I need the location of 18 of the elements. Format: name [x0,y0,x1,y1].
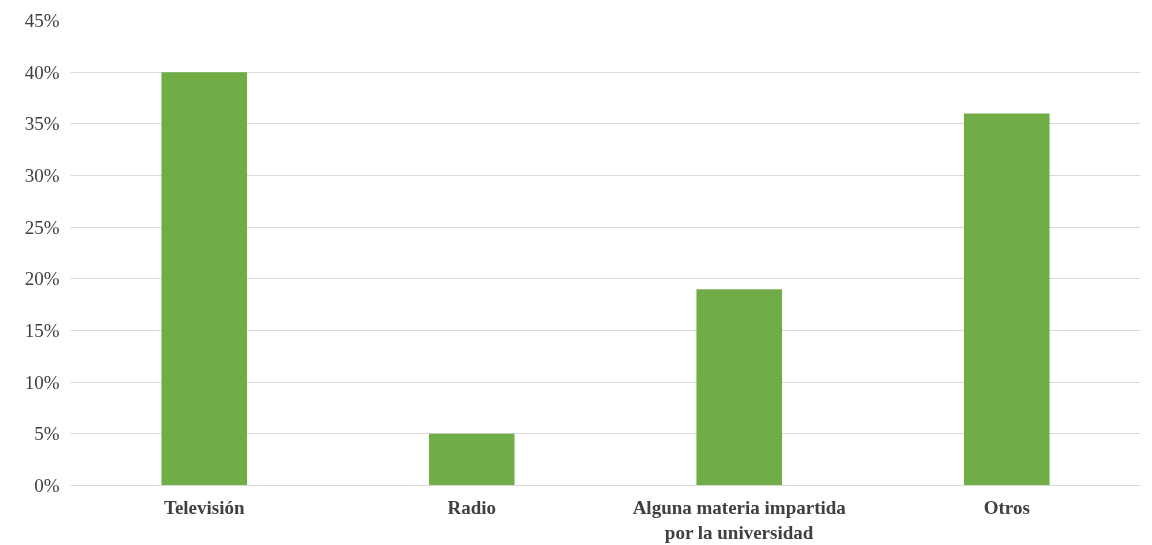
y-tick-label: 5% [34,423,60,445]
y-tick-label: 25% [24,216,60,238]
y-tick-label: 20% [24,268,60,290]
bar [963,113,1050,486]
bar [428,433,515,486]
x-tick-label: Radio [447,496,497,518]
y-tick-label: 45% [24,10,60,31]
y-tick-label: 30% [24,165,60,186]
y-tick-label: 15% [24,320,60,341]
x-tick-label: Alguna materia impartida por la universidad [632,496,847,543]
bar [696,289,783,486]
y-tick-label: 35% [24,113,60,135]
y-tick-label: 10% [24,371,60,393]
x-tick-label: Otros [983,496,1030,518]
bar [161,72,248,486]
x-tick-label: Televisión [163,496,245,518]
y-tick-label: 40% [24,61,60,83]
y-tick-label: 0% [34,475,60,496]
